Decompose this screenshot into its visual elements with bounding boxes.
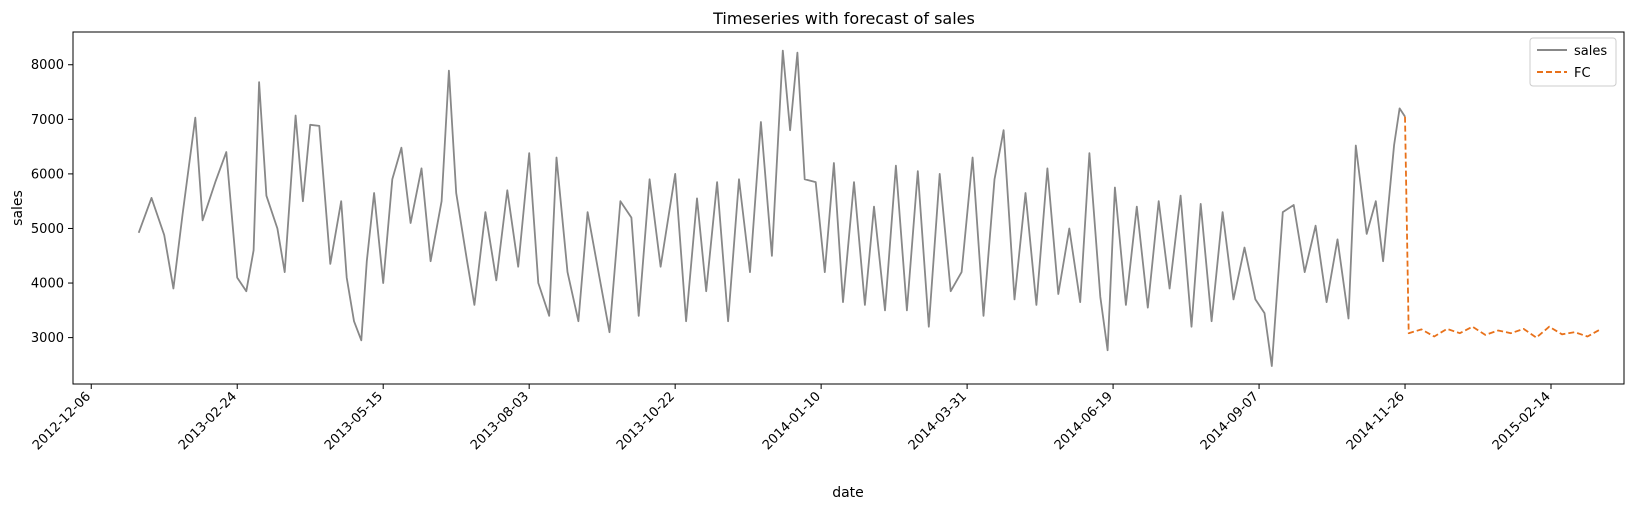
x-tick-label-2014-03-31: 2014-03-31 [906,389,970,453]
x-tick-label-2012-12-06: 2012-12-06 [30,389,94,453]
legend-sales-label: sales [1574,44,1607,59]
plot-frame [72,31,1625,385]
series-fc-line [1404,116,1601,339]
chart-title: Timeseries with forecast of sales [712,9,975,28]
x-tick-label-2013-02-24: 2013-02-24 [176,389,240,453]
y-tick-label-6000: 6000 [31,167,64,182]
x-tick-label-2013-05-15: 2013-05-15 [322,389,386,453]
legend: sales FC [1529,37,1617,87]
x-tick-label-2014-09-07: 2014-09-07 [1198,389,1262,453]
y-tick-label-7000: 7000 [31,113,64,128]
y-tick-label-5000: 5000 [31,222,64,237]
x-tick-label-2013-08-03: 2013-08-03 [468,389,532,453]
y-axis-label: sales [10,190,26,226]
x-tick-label-2014-11-26: 2014-11-26 [1344,389,1408,453]
y-tick-label-3000: 3000 [31,331,64,346]
x-tick-label-2015-02-14: 2015-02-14 [1490,389,1554,453]
x-tick-label-2014-01-10: 2014-01-10 [760,389,824,453]
series-sales-line [137,49,1406,367]
legend-fc-label: FC [1574,66,1591,81]
y-tick-label-8000: 8000 [31,58,64,73]
x-axis-label: date [832,485,864,501]
plot-area: 3000 4000 5000 6000 7000 8000 2012-12-06 2013-0… [30,49,1601,453]
y-tick-label-4000: 4000 [31,277,64,292]
x-tick-label-2013-10-22: 2013-10-22 [614,389,678,453]
x-tick-label-2014-06-19: 2014-06-19 [1052,389,1116,453]
